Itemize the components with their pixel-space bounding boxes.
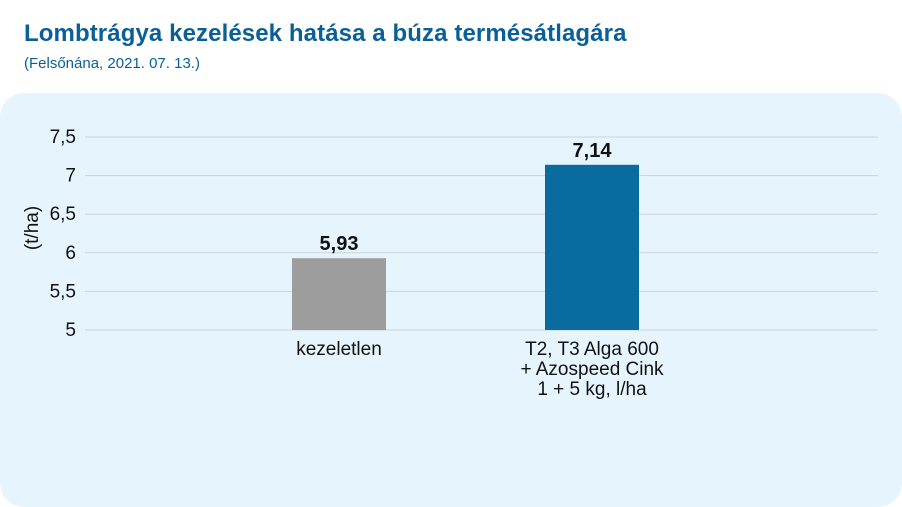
y-axis-ticks: 5 5,5 6 6,5 7 7,5 — [50, 127, 76, 341]
y-axis-label: (t/ha) — [22, 206, 43, 250]
bar-2 — [545, 164, 639, 330]
gridlines — [85, 136, 878, 331]
x-axis-labels: kezeletlen T2, T3 Alga 600+ Azospeed Cink… — [296, 339, 664, 400]
x-tick-label: 1 + 5 kg, l/ha — [537, 379, 647, 400]
x-tick-label: + Azospeed Cink — [520, 359, 664, 380]
y-tick-label: 7 — [65, 166, 76, 187]
value-label: 7,14 — [573, 140, 613, 162]
y-tick-label: 6 — [65, 243, 76, 264]
y-tick-label: 5 — [65, 320, 76, 341]
chart-panel — [0, 93, 902, 507]
value-label: 5,93 — [320, 233, 359, 255]
y-tick-label: 5,5 — [50, 281, 76, 302]
x-tick-label: T2, T3 Alga 600 — [525, 339, 659, 360]
x-tick-label: kezeletlen — [296, 339, 382, 360]
y-tick-label: 6,5 — [50, 204, 76, 225]
y-tick-label: 7,5 — [50, 127, 76, 148]
chart-subtitle: (Felsőnána, 2021. 07. 13.) — [24, 55, 200, 72]
bar-1 — [292, 258, 386, 330]
bars — [292, 164, 639, 330]
data-labels: 5,93 7,14 — [320, 140, 613, 255]
chart-title: Lombtrágya kezelések hatása a búza termé… — [24, 20, 627, 47]
